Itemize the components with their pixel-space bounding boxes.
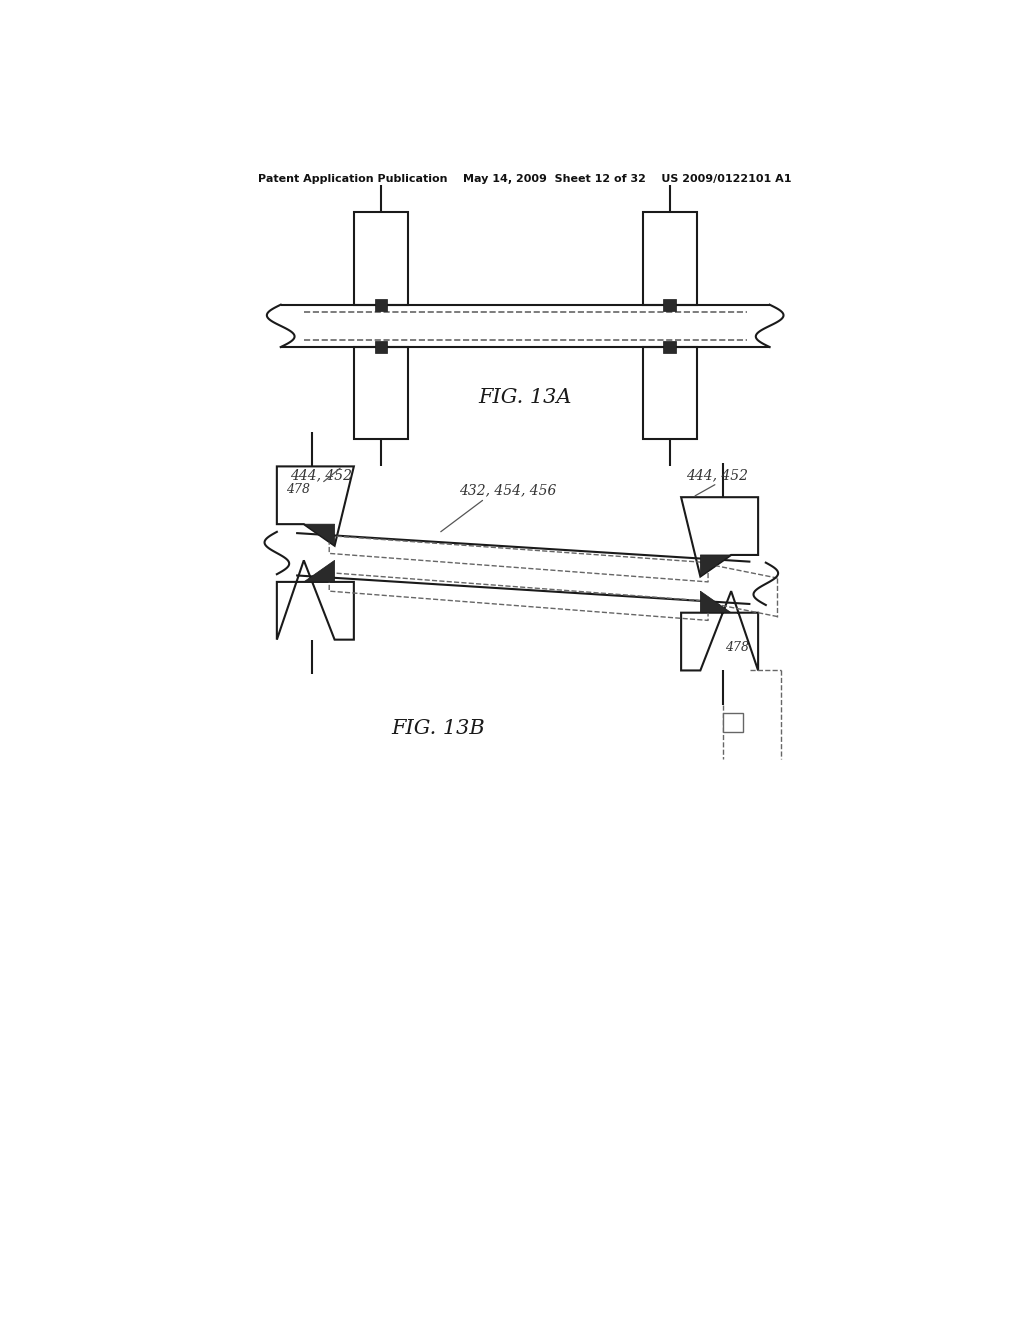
Bar bbox=[643, 213, 696, 305]
Polygon shape bbox=[681, 498, 758, 577]
Text: 478: 478 bbox=[725, 640, 750, 653]
Bar bbox=[354, 213, 408, 305]
Bar bbox=[664, 298, 676, 312]
Polygon shape bbox=[276, 561, 354, 640]
Bar bbox=[354, 347, 408, 440]
Polygon shape bbox=[700, 591, 731, 612]
Bar bbox=[375, 298, 387, 312]
Polygon shape bbox=[681, 591, 758, 671]
Text: Patent Application Publication    May 14, 2009  Sheet 12 of 32    US 2009/012210: Patent Application Publication May 14, 2… bbox=[258, 174, 792, 185]
Bar bbox=[375, 341, 387, 354]
Polygon shape bbox=[700, 554, 731, 577]
Text: 444, 452: 444, 452 bbox=[686, 467, 749, 482]
Bar bbox=[664, 341, 676, 354]
Bar bbox=[724, 713, 742, 733]
Bar bbox=[643, 347, 696, 440]
Polygon shape bbox=[304, 561, 335, 582]
Text: FIG. 13B: FIG. 13B bbox=[392, 718, 485, 738]
Text: 432, 454, 456: 432, 454, 456 bbox=[459, 483, 557, 498]
Text: 478: 478 bbox=[286, 483, 309, 496]
Text: FIG. 13A: FIG. 13A bbox=[478, 388, 571, 407]
Polygon shape bbox=[304, 524, 335, 545]
Polygon shape bbox=[276, 466, 354, 545]
Text: 444, 452: 444, 452 bbox=[291, 467, 352, 482]
